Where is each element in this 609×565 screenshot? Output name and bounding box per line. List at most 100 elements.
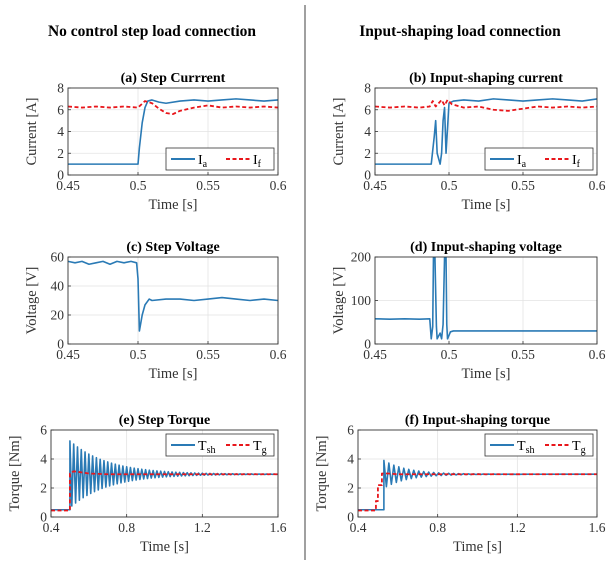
legend-label-main: T <box>198 439 207 454</box>
legend-label-main: T <box>253 439 262 454</box>
y-tick-label: 60 <box>51 250 65 265</box>
legend-label-subscript: sh <box>207 445 216 456</box>
x-tick-label: 0.45 <box>56 347 80 362</box>
series-line-f <box>375 99 597 112</box>
y-axis-label: Voltage [V] <box>24 267 40 335</box>
right-column-heading: Input-shaping load connection <box>359 23 561 40</box>
x-tick-label: 0.5 <box>441 347 458 362</box>
x-tick-label: 0.6 <box>270 178 287 193</box>
x-tick-label: 0.45 <box>363 178 387 193</box>
y-tick-label: 20 <box>51 308 65 323</box>
y-tick-label: 0 <box>40 510 47 525</box>
x-tick-label: 0.45 <box>363 347 387 362</box>
legend-label-subscript: sh <box>526 445 535 456</box>
legend: Tsh Tg <box>165 433 275 457</box>
legend-label-main: T <box>517 439 526 454</box>
x-tick-label: 0.55 <box>511 178 535 193</box>
axes-box <box>50 429 279 518</box>
legend-box <box>484 147 594 171</box>
y-tick-label: 200 <box>351 250 372 265</box>
legend-label-subscript: a <box>203 159 208 170</box>
y-tick-label: 0 <box>364 168 371 183</box>
legend-label-main: I <box>253 153 258 168</box>
y-tick-label: 0 <box>57 337 64 352</box>
y-tick-label: 6 <box>57 102 64 117</box>
panel-f: 0.4 0.8 1.2 1.6 0 2 4 6 (f) Input-shaping torque… <box>314 413 606 555</box>
legend: Ia If <box>484 147 594 171</box>
legend-label-main: I <box>517 153 522 168</box>
y-tick-label: 8 <box>57 81 64 96</box>
series-line-f <box>51 470 278 512</box>
y-tick-label: 4 <box>57 124 64 139</box>
legend-label-subscript: f <box>258 159 262 170</box>
plot-area <box>68 98 278 165</box>
y-tick-label: 2 <box>347 481 354 496</box>
x-axis-label: Time [s] <box>453 539 502 555</box>
legend-label-a: Ia <box>517 153 527 170</box>
panel-title: (c) Step Voltage <box>126 240 219 255</box>
legend-label-subscript: a <box>522 159 527 170</box>
panels: 0.45 0.5 0.55 0.6 0 2 4 6 8 (a) Step Currrent Time… <box>7 71 606 555</box>
panel-title: (d) Input-shaping voltage <box>410 240 562 255</box>
legend-box <box>165 147 275 171</box>
x-tick-label: 0.4 <box>43 520 60 535</box>
panel-c: 0.45 0.5 0.55 0.6 0 20 40 60 (c) Step Voltage Tim… <box>24 240 287 382</box>
axes-box <box>67 256 279 345</box>
legend-label-f: Tg <box>253 439 267 456</box>
panel-a: 0.45 0.5 0.55 0.6 0 2 4 6 8 (a) Step Currrent Time… <box>24 71 287 213</box>
y-tick-label: 4 <box>40 452 47 467</box>
legend-box <box>484 433 594 457</box>
legend-label-a: Tsh <box>198 439 215 456</box>
y-tick-label: 40 <box>51 279 65 294</box>
y-tick-label: 4 <box>364 124 371 139</box>
plot-area <box>358 459 597 512</box>
panel-title: (a) Step Currrent <box>121 71 226 86</box>
y-axis-label: Current [A] <box>331 97 347 165</box>
y-tick-label: 0 <box>57 168 64 183</box>
x-tick-label: 0.55 <box>196 178 220 193</box>
y-tick-label: 2 <box>364 146 371 161</box>
x-tick-label: 0.55 <box>196 347 220 362</box>
x-tick-label: 1.6 <box>270 520 287 535</box>
x-tick-label: 0.6 <box>589 347 606 362</box>
plot-area <box>375 98 597 165</box>
y-tick-label: 6 <box>40 423 47 438</box>
x-tick-label: 0.8 <box>118 520 135 535</box>
legend-box <box>165 433 275 457</box>
y-tick-label: 0 <box>364 337 371 352</box>
plot-area <box>375 257 597 340</box>
legend-label-subscript: g <box>581 445 586 456</box>
legend-label-f: Tg <box>572 439 586 456</box>
panel-b: 0.45 0.5 0.55 0.6 0 2 4 6 8 (b) Input-shaping cur… <box>331 71 606 213</box>
y-tick-label: 2 <box>57 146 64 161</box>
legend-label-main: I <box>572 153 577 168</box>
series-line-a <box>68 260 278 332</box>
y-tick-label: 6 <box>347 423 354 438</box>
legend-label-f: If <box>572 153 581 170</box>
y-tick-label: 2 <box>40 481 47 496</box>
plot-area <box>68 260 278 332</box>
x-tick-label: 0.5 <box>441 178 458 193</box>
panel-d: 0.45 0.5 0.55 0.6 0 100 200 (d) Input-shaping v… <box>331 240 606 382</box>
legend-label-f: If <box>253 153 262 170</box>
series-line-a <box>68 98 278 165</box>
x-axis-label: Time [s] <box>461 366 510 382</box>
series-line-f <box>68 100 278 115</box>
x-tick-label: 1.2 <box>509 520 526 535</box>
y-axis-label: Torque [Nm] <box>7 436 23 512</box>
x-axis-label: Time [s] <box>148 366 197 382</box>
series-line-a <box>358 459 597 511</box>
x-axis-label: Time [s] <box>461 197 510 213</box>
x-tick-label: 0.8 <box>429 520 446 535</box>
panel-title: (f) Input-shaping torque <box>405 413 550 428</box>
x-tick-label: 0.5 <box>130 178 147 193</box>
left-column-heading: No control step load connection <box>48 23 256 40</box>
panel-title: (e) Step Torque <box>119 413 211 428</box>
legend-label-main: I <box>198 153 203 168</box>
y-tick-label: 100 <box>351 293 372 308</box>
x-tick-label: 0.6 <box>589 178 606 193</box>
series-line-a <box>375 257 597 340</box>
legend-label-subscript: f <box>577 159 581 170</box>
y-tick-label: 8 <box>364 81 371 96</box>
